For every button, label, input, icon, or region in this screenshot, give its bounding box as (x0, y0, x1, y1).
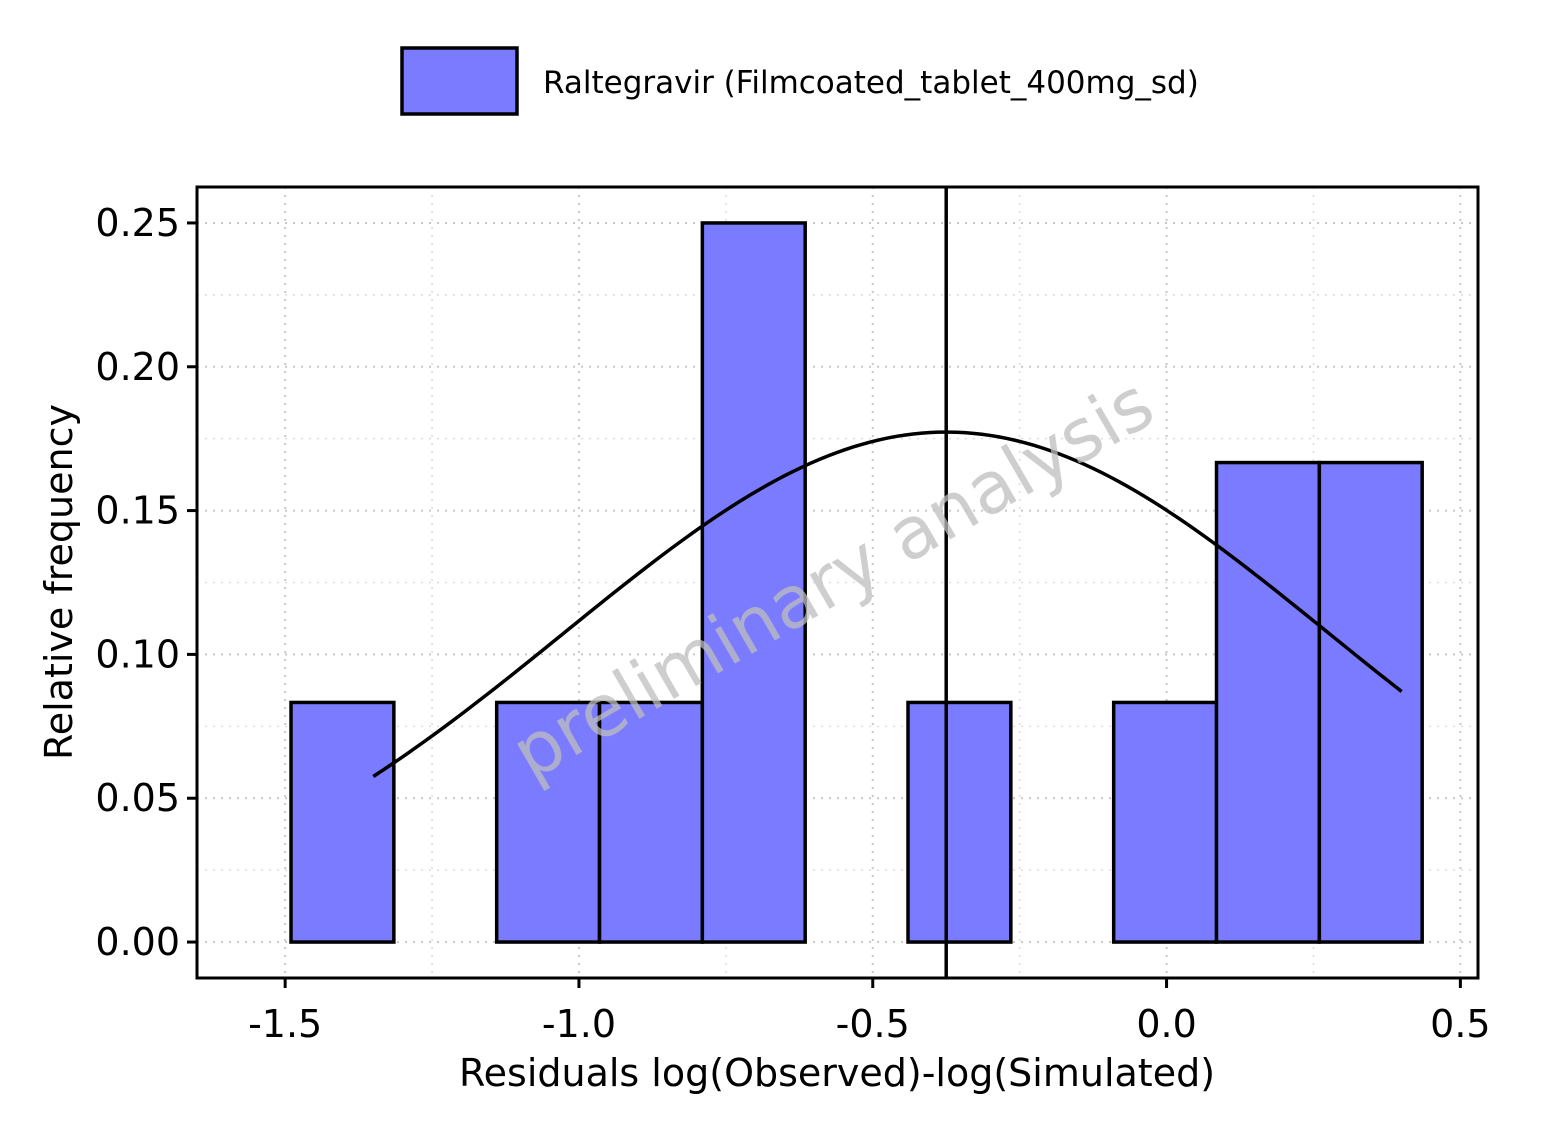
y-axis-title: Relative frequency (37, 404, 81, 760)
y-tick-label: 0.15 (95, 489, 180, 533)
histogram-bar (494, 700, 602, 944)
density-curve (372, 430, 1403, 778)
x-tick-label: -1.5 (248, 1002, 322, 1046)
histogram-bar (700, 221, 807, 944)
plot-panel-border (195, 185, 1480, 980)
histogram-bar (289, 700, 396, 944)
overlay (372, 187, 1403, 978)
legend-label: Raltegravir (Filmcoated_tablet_400mg_sd) (543, 65, 1199, 101)
legend: Raltegravir (Filmcoated_tablet_400mg_sd) (400, 46, 1199, 116)
x-tick-label: 0.5 (1430, 1002, 1490, 1046)
histogram-bar (1111, 700, 1219, 944)
y-tick-label: 0.05 (95, 776, 180, 820)
legend-swatch (400, 46, 519, 116)
watermark: preliminary analysis (498, 361, 1167, 796)
x-tick-label: -1.0 (542, 1002, 616, 1046)
x-tick-label: 0.0 (1136, 1002, 1196, 1046)
grid (197, 187, 1478, 978)
histogram-bars (289, 221, 1424, 944)
axes: -1.5 -1.0 -0.5 0.0 0.5 0.00 0.05 0.10 0.15 0.20 0.… (95, 201, 1490, 1046)
histogram-bar (1317, 460, 1424, 944)
y-tick-label: 0.00 (95, 920, 180, 964)
histogram-bar (1214, 460, 1322, 944)
y-tick-label: 0.10 (95, 632, 180, 676)
x-axis-title: Residuals log(Observed)-log(Simulated) (459, 1051, 1215, 1095)
x-tick-label: -0.5 (836, 1002, 910, 1046)
y-tick-label: 0.20 (95, 345, 180, 389)
y-tick-label: 0.25 (95, 201, 180, 245)
histogram-bar (906, 700, 1013, 944)
histogram-bar (597, 700, 705, 944)
